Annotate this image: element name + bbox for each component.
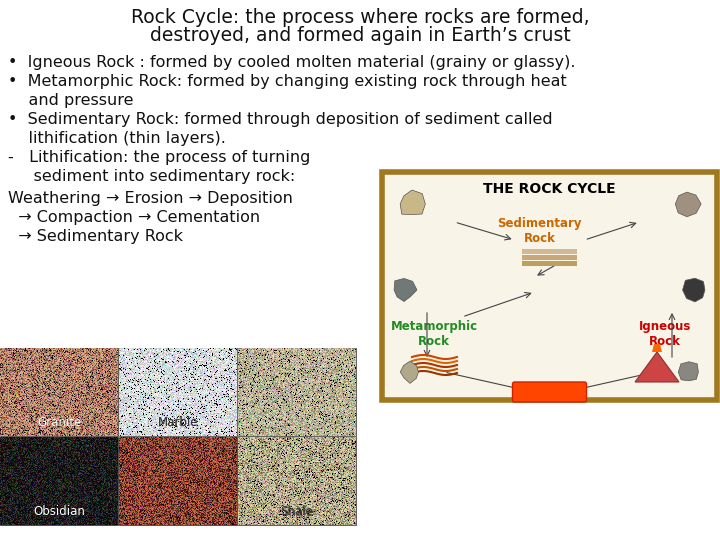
Polygon shape: [683, 278, 705, 302]
Text: Weathering → Erosion → Deposition: Weathering → Erosion → Deposition: [8, 191, 293, 206]
FancyBboxPatch shape: [513, 382, 587, 402]
Polygon shape: [400, 190, 426, 214]
Text: •  Sedimentary Rock: formed through deposition of sediment called: • Sedimentary Rock: formed through depos…: [8, 112, 553, 127]
Text: Shale: Shale: [281, 505, 314, 518]
Text: Igneous
Rock: Igneous Rock: [639, 320, 691, 348]
Text: Rock Cycle: the process where rocks are formed,: Rock Cycle: the process where rocks are …: [131, 8, 589, 27]
Polygon shape: [394, 279, 417, 301]
FancyBboxPatch shape: [119, 437, 237, 525]
Polygon shape: [400, 361, 418, 383]
Text: destroyed, and formed again in Earth’s crust: destroyed, and formed again in Earth’s c…: [150, 26, 570, 45]
Text: Obsidian: Obsidian: [34, 505, 86, 518]
FancyBboxPatch shape: [0, 348, 118, 436]
FancyBboxPatch shape: [521, 261, 577, 266]
Text: THE ROCK CYCLE: THE ROCK CYCLE: [483, 182, 616, 196]
Text: Granite: Granite: [37, 416, 81, 429]
Text: → Compaction → Cementation: → Compaction → Cementation: [8, 210, 260, 225]
Text: Marble: Marble: [158, 416, 198, 429]
Text: Shale: Shale: [281, 505, 313, 518]
FancyBboxPatch shape: [0, 437, 118, 525]
Polygon shape: [652, 344, 662, 352]
Text: Metamorphic
Rock: Metamorphic Rock: [390, 320, 477, 348]
Text: sediment into sedimentary rock:: sediment into sedimentary rock:: [8, 169, 295, 184]
Text: → Sedimentary Rock: → Sedimentary Rock: [8, 229, 183, 244]
Text: -   Lithification: the process of turning: - Lithification: the process of turning: [8, 150, 310, 165]
Text: Sedimentary
Rock: Sedimentary Rock: [498, 217, 582, 245]
FancyBboxPatch shape: [119, 348, 237, 436]
FancyBboxPatch shape: [238, 437, 356, 525]
Polygon shape: [678, 362, 698, 381]
FancyBboxPatch shape: [521, 255, 577, 260]
Text: Marble: Marble: [158, 416, 199, 429]
Text: Obsidian: Obsidian: [33, 505, 85, 518]
FancyBboxPatch shape: [238, 348, 356, 436]
Text: •  Metamorphic Rock: formed by changing existing rock through heat: • Metamorphic Rock: formed by changing e…: [8, 74, 567, 89]
Text: lithification (thin layers).: lithification (thin layers).: [8, 131, 226, 146]
Text: Magma: Magma: [521, 382, 578, 396]
Text: Granite: Granite: [37, 416, 81, 429]
Text: and pressure: and pressure: [8, 93, 133, 108]
Polygon shape: [635, 352, 679, 382]
Text: •  Igneous Rock : formed by cooled molten material (grainy or glassy).: • Igneous Rock : formed by cooled molten…: [8, 55, 575, 70]
FancyBboxPatch shape: [382, 172, 717, 400]
FancyBboxPatch shape: [521, 249, 577, 254]
Polygon shape: [675, 192, 701, 217]
